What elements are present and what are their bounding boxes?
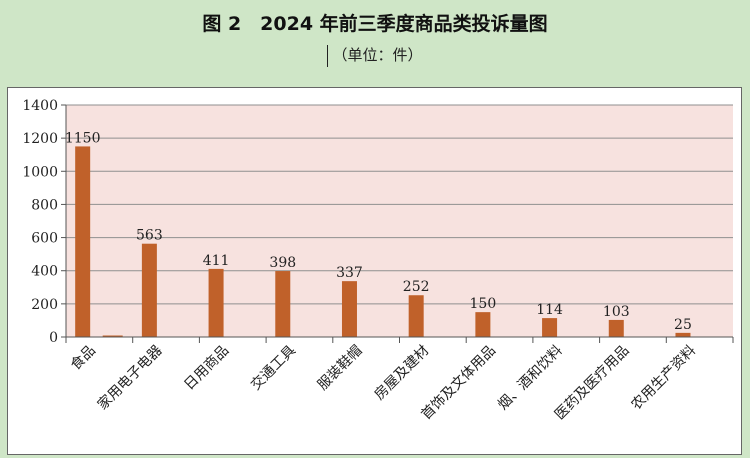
plot-area bbox=[66, 105, 733, 337]
x-tick-label: 烟、酒和饮料 bbox=[495, 343, 566, 414]
y-tick-label: 600 bbox=[31, 231, 58, 247]
x-tick-label: 交通工具 bbox=[247, 342, 299, 394]
data-label: 25 bbox=[674, 317, 692, 333]
data-label: 1150 bbox=[65, 130, 101, 146]
data-label: 337 bbox=[336, 265, 363, 281]
chart-subtitle: （单位：件） bbox=[0, 44, 750, 67]
y-tick-label: 1200 bbox=[22, 131, 58, 147]
x-tick-label: 食品 bbox=[67, 342, 99, 374]
page-title: 图 2 2024 年前三季度商品类投诉量图 bbox=[202, 13, 548, 35]
bar bbox=[75, 146, 91, 337]
data-label: 114 bbox=[536, 302, 563, 318]
y-tick-label: 1000 bbox=[22, 164, 58, 180]
data-label: 103 bbox=[603, 304, 630, 320]
data-label: 150 bbox=[470, 296, 497, 312]
y-tick-label: 0 bbox=[49, 330, 58, 346]
bar bbox=[141, 243, 157, 337]
x-tick-label: 服装鞋帽 bbox=[315, 343, 366, 394]
data-label: 411 bbox=[203, 253, 230, 269]
bar bbox=[341, 281, 357, 337]
chart-frame: 0 200 400 600 800 1000 1200 1400 1150 563 411 398 33… bbox=[7, 87, 742, 455]
text-cursor bbox=[327, 44, 329, 67]
x-tick-label: 日用商品 bbox=[181, 343, 232, 394]
y-tick-label: 800 bbox=[31, 197, 58, 213]
x-tick-label: 房屋及建材 bbox=[372, 343, 433, 404]
bar bbox=[608, 319, 624, 337]
bar bbox=[542, 318, 558, 337]
x-tick-label: 农用生产资料 bbox=[628, 343, 699, 414]
data-label: 398 bbox=[269, 255, 296, 271]
bar-chart: 0 200 400 600 800 1000 1200 1400 1150 563 411 398 33… bbox=[22, 98, 734, 423]
y-tick-label: 200 bbox=[31, 297, 58, 313]
data-label: 563 bbox=[136, 228, 163, 244]
bar bbox=[675, 332, 691, 337]
baseline-mark bbox=[102, 335, 123, 337]
data-label: 252 bbox=[403, 279, 430, 295]
y-tick-label: 400 bbox=[31, 264, 58, 280]
unit-label: （单位：件） bbox=[332, 46, 423, 64]
bar bbox=[475, 312, 491, 337]
x-tick-label: 家用电子电器 bbox=[94, 342, 165, 413]
y-tick-label: 1400 bbox=[22, 98, 58, 114]
bar bbox=[408, 295, 424, 337]
bar bbox=[275, 271, 291, 337]
bar bbox=[208, 268, 224, 337]
